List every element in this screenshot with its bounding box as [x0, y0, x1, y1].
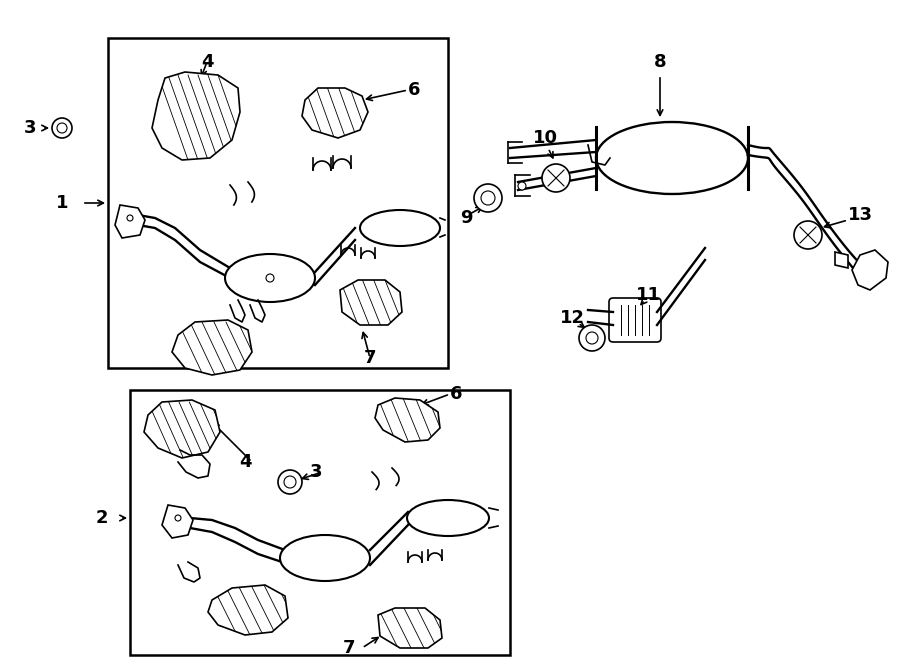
Ellipse shape: [794, 221, 822, 249]
Text: 8: 8: [653, 53, 666, 71]
Text: 3: 3: [310, 463, 322, 481]
Bar: [130, 390, 510, 655]
Circle shape: [586, 332, 598, 344]
Text: 3: 3: [23, 119, 36, 137]
Polygon shape: [340, 280, 402, 325]
Polygon shape: [852, 250, 888, 290]
Text: 7: 7: [343, 639, 355, 657]
Ellipse shape: [360, 210, 440, 246]
Ellipse shape: [225, 254, 315, 302]
Polygon shape: [375, 398, 440, 442]
Text: 11: 11: [635, 286, 661, 304]
Ellipse shape: [280, 535, 370, 581]
Text: 6: 6: [408, 81, 420, 99]
Circle shape: [474, 184, 502, 212]
Circle shape: [518, 182, 526, 190]
Text: 7: 7: [364, 349, 376, 367]
Circle shape: [127, 215, 133, 221]
Ellipse shape: [542, 164, 570, 192]
Circle shape: [579, 325, 605, 351]
Polygon shape: [378, 608, 442, 648]
Text: 12: 12: [560, 309, 584, 327]
Text: 9: 9: [460, 209, 473, 227]
Ellipse shape: [407, 500, 489, 536]
Circle shape: [175, 515, 181, 521]
Polygon shape: [208, 585, 288, 635]
Polygon shape: [162, 505, 193, 538]
Text: 2: 2: [95, 509, 108, 527]
Text: 10: 10: [533, 129, 557, 147]
Circle shape: [266, 274, 274, 282]
Text: 5: 5: [185, 345, 198, 363]
Text: 4: 4: [239, 453, 252, 471]
Ellipse shape: [596, 122, 748, 194]
Text: 5: 5: [218, 613, 230, 631]
Circle shape: [278, 470, 302, 494]
FancyBboxPatch shape: [609, 298, 661, 342]
Polygon shape: [172, 320, 252, 375]
Polygon shape: [144, 400, 220, 458]
Polygon shape: [835, 252, 848, 268]
Circle shape: [481, 191, 495, 205]
Circle shape: [284, 476, 296, 488]
Text: 4: 4: [201, 53, 213, 71]
Text: 6: 6: [450, 385, 463, 403]
Polygon shape: [152, 72, 240, 160]
Circle shape: [57, 123, 67, 133]
Circle shape: [52, 118, 72, 138]
Polygon shape: [302, 88, 368, 138]
Text: 13: 13: [848, 206, 873, 224]
Polygon shape: [115, 205, 145, 238]
Bar: [108, 38, 448, 368]
Text: 1: 1: [56, 194, 68, 212]
